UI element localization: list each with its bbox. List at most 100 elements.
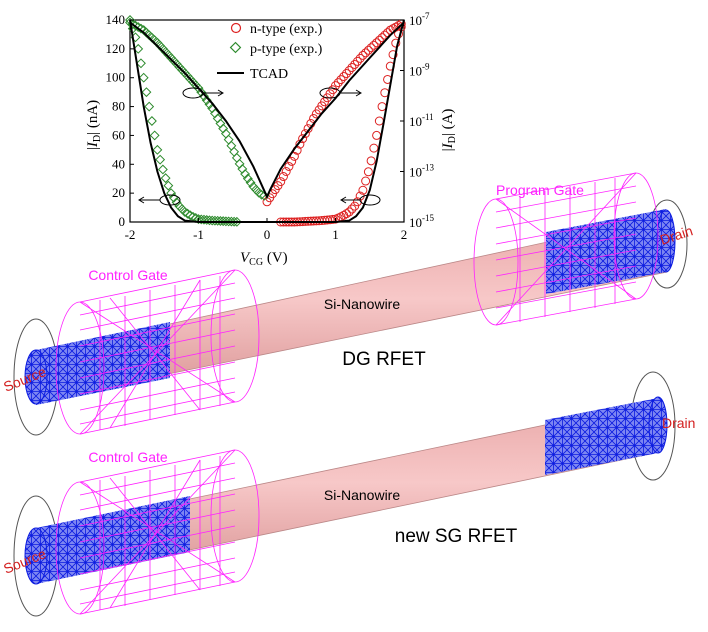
p-type-linear-point: [125, 15, 135, 25]
p-type-log-point: [141, 27, 152, 38]
p-type-linear-point: [146, 116, 157, 126]
dg-control-gate: [55, 269, 260, 435]
n-type-linear-point: [347, 204, 357, 214]
x-tick-label: 1: [332, 227, 339, 242]
dg-drain-contact: [546, 209, 666, 294]
sg-drain-label: Drain: [662, 415, 695, 431]
n-type-linear-point: [363, 167, 373, 177]
n-type-log-point: [339, 72, 349, 82]
p-type-log-point: [245, 177, 256, 188]
p-type-linear-point: [160, 173, 171, 184]
n-type-linear-point: [325, 215, 335, 225]
n-type-log-point: [336, 75, 346, 85]
sg-drain-contact-end: [648, 396, 668, 454]
x-axis-label: VCG (V): [240, 250, 288, 268]
n-type-linear-point: [350, 201, 360, 211]
chart-plot-area: [129, 19, 405, 223]
n-type-linear-point: [328, 214, 338, 224]
n-type-linear-point: [341, 209, 351, 219]
n-type-log-point: [341, 69, 351, 79]
dg-title: DG RFET: [342, 349, 426, 370]
n-type-log-point: [281, 167, 291, 176]
n-type-linear-point: [388, 50, 398, 60]
svg-text:|ID| (nA): |ID| (nA): [85, 100, 103, 150]
dg-drain-contact-end: [656, 209, 676, 273]
n-type-linear-point: [352, 197, 362, 207]
legend-n-type-marker: [230, 22, 242, 34]
p-type-linear-point: [231, 216, 242, 227]
legend-tcad-label: TCAD: [250, 67, 288, 82]
dg-nanowire-label: Si-Nanowire: [324, 296, 400, 312]
p-type-log-point: [251, 184, 261, 195]
n-type-log-point: [352, 56, 362, 66]
iv-chart: -2 -1 0 1 202040608010012014010-1510-1310-11…: [85, 11, 458, 268]
p-type-linear-point: [157, 164, 168, 175]
p-type-linear-point: [133, 43, 144, 54]
y-axis-right-label: |ID| (A): [440, 109, 458, 152]
n-type-log-point: [287, 156, 297, 166]
p-type-linear-point: [141, 87, 152, 98]
n-type-log-point: [374, 35, 384, 45]
p-type-linear-point: [138, 72, 149, 83]
x-tick-label: -2: [125, 227, 136, 242]
y-right-tick-label: 10-13: [409, 163, 434, 180]
p-type-linear-point: [136, 58, 146, 69]
y-left-tick-label: 0: [119, 214, 126, 229]
y-axis-left-label: |ID| (nA): [85, 100, 103, 150]
n-type-linear-point: [391, 38, 401, 48]
tcad-log-line: [129, 21, 405, 200]
sg-nanowire-label: Si-Nanowire: [324, 487, 400, 503]
legend-n-type-label: n-type (exp.): [250, 22, 323, 37]
sg-rfet-device: Si-Nanowire Control Gate Source Drain ne…: [1, 371, 695, 617]
n-type-log-point: [361, 48, 371, 58]
n-type-log-point: [300, 129, 310, 139]
sg-drain-contact: [545, 398, 658, 475]
n-type-log-point: [377, 33, 387, 43]
n-type-linear-point: [361, 176, 371, 186]
sg-control-gate: [55, 449, 260, 615]
n-type-log-point: [358, 50, 368, 60]
dg-rfet-device: Si-Nanowire Control Gate Program Gate So…: [1, 172, 695, 436]
p-type-linear-point: [215, 216, 226, 226]
p-type-log-point: [242, 173, 253, 184]
svg-text:|ID| (A): |ID| (A): [440, 109, 458, 152]
y-left-tick-label: 60: [112, 127, 125, 142]
y-left-tick-label: 80: [112, 99, 125, 114]
p-type-linear-point: [220, 216, 231, 227]
sg-source-contact-end: [24, 527, 48, 585]
sg-control-gate-label: Control Gate: [88, 449, 168, 465]
p-type-linear-point: [218, 216, 229, 227]
n-type-log-point: [355, 53, 365, 63]
p-type-linear-point: [152, 144, 163, 155]
n-type-log-point: [366, 43, 376, 53]
dg-program-gate: [473, 172, 659, 326]
n-type-log-point: [298, 134, 308, 144]
p-type-linear-point: [229, 216, 240, 227]
dg-source-contact-end: [24, 349, 48, 405]
chart-legend: n-type (exp.) p-type (exp.) TCAD: [217, 22, 323, 82]
x-tick-label: -1: [193, 227, 204, 242]
sg-title: new SG RFET: [395, 526, 518, 547]
y-left-tick-label: 40: [112, 156, 125, 171]
p-type-linear-point: [223, 216, 234, 227]
p-type-linear-point: [226, 216, 237, 227]
n-type-log-point: [380, 30, 390, 40]
n-type-log-point: [333, 78, 343, 88]
n-type-log-point: [369, 40, 379, 50]
p-type-log-point: [163, 49, 174, 60]
legend-p-type-label: p-type (exp.): [250, 42, 323, 57]
n-type-linear-point: [344, 207, 354, 217]
p-type-linear-point: [177, 204, 188, 214]
chart-ticks: -2 -1 0 1 202040608010012014010-1510-1310-11…: [106, 11, 435, 242]
n-type-log-point: [278, 172, 288, 182]
y-left-tick-label: 20: [112, 185, 125, 200]
p-type-log-point: [240, 169, 251, 179]
y-left-tick-label: 120: [106, 41, 126, 56]
n-type-log-point: [331, 81, 340, 91]
n-type-log-point: [350, 59, 360, 69]
y-right-tick-label: 10-7: [409, 11, 430, 28]
y-left-tick-label: 140: [106, 12, 126, 27]
p-type-log-point: [199, 91, 209, 102]
p-type-log-point: [166, 52, 177, 63]
